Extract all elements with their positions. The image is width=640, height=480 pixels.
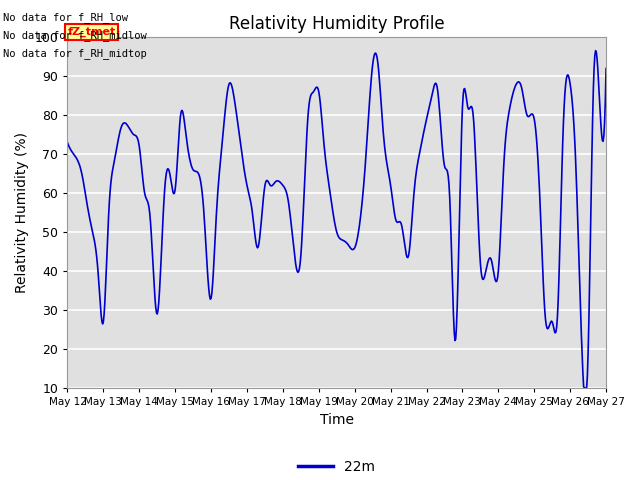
Title: Relativity Humidity Profile: Relativity Humidity Profile — [229, 15, 445, 33]
Text: No data for f_RH_midtop: No data for f_RH_midtop — [3, 48, 147, 60]
X-axis label: Time: Time — [320, 413, 354, 427]
Legend: 22m: 22m — [292, 454, 381, 479]
Text: No data for f_RH_midlow: No data for f_RH_midlow — [3, 30, 147, 41]
Y-axis label: Relativity Humidity (%): Relativity Humidity (%) — [15, 132, 29, 293]
Text: fZ_tmet: fZ_tmet — [67, 27, 116, 37]
Text: No data for f_RH_low: No data for f_RH_low — [3, 12, 128, 23]
